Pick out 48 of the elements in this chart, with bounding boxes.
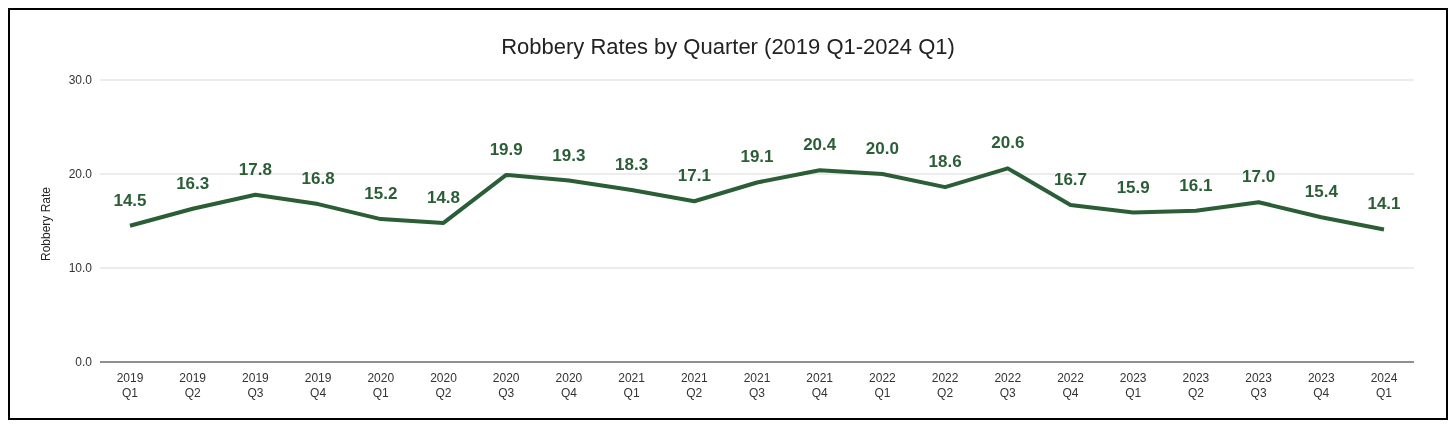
- data-label: 14.5: [113, 190, 147, 210]
- data-label: 17.0: [1242, 167, 1276, 187]
- data-label: 15.4: [1304, 182, 1339, 202]
- data-label: 20.4: [803, 135, 837, 155]
- x-tick-label: 2019 Q2: [179, 371, 207, 400]
- data-label: 16.7: [1053, 170, 1088, 190]
- data-label: 20.6: [991, 133, 1025, 153]
- data-label: 16.3: [176, 173, 210, 193]
- x-tick-label: 2021 Q2: [680, 371, 708, 400]
- data-label: 19.3: [552, 145, 586, 165]
- x-tick-label: 2023 Q4: [1307, 371, 1335, 400]
- data-label: 14.1: [1367, 194, 1401, 214]
- data-label: 17.1: [677, 166, 711, 186]
- x-tick-label: 2020 Q4: [555, 371, 583, 400]
- data-label: 19.9: [489, 139, 523, 159]
- y-tick-label: 0.0: [75, 355, 93, 370]
- x-tick-label: 2022 Q4: [1057, 371, 1085, 400]
- data-label: 14.8: [426, 187, 461, 207]
- data-label: 19.1: [740, 147, 774, 167]
- y-tick-label: 20.0: [68, 167, 93, 182]
- data-label: 15.9: [1116, 177, 1150, 197]
- y-axis-title: Robbery Rate: [39, 186, 54, 261]
- data-label: 16.1: [1179, 175, 1213, 195]
- x-tick-label: 2020 Q3: [492, 371, 520, 400]
- y-tick-label: 10.0: [68, 261, 93, 276]
- y-tick-label: 30.0: [68, 73, 93, 88]
- x-tick-label: 2021 Q3: [743, 371, 771, 400]
- x-tick-label: 2019 Q1: [116, 371, 144, 400]
- x-tick-label: 2019 Q4: [304, 371, 332, 400]
- data-label: 15.2: [364, 184, 398, 204]
- data-label: 18.6: [928, 152, 962, 172]
- x-tick-label: 2023 Q3: [1245, 371, 1273, 400]
- data-label: 20.0: [865, 139, 899, 158]
- x-tick-label: 2024 Q1: [1370, 371, 1398, 400]
- x-tick-label: 2021 Q1: [618, 371, 646, 400]
- x-tick-label: 2022 Q2: [931, 371, 959, 400]
- x-tick-label: 2023 Q1: [1119, 371, 1147, 400]
- x-tick-label: 2019 Q3: [242, 371, 270, 400]
- x-tick-label: 2022 Q1: [869, 371, 897, 400]
- x-tick-label: 2022 Q3: [994, 371, 1022, 400]
- x-tick-label: 2020 Q1: [367, 371, 395, 400]
- x-tick-label: 2020 Q2: [430, 371, 458, 400]
- data-label: 17.8: [238, 159, 272, 179]
- data-label: 18.3: [615, 154, 649, 174]
- chart-title: Robbery Rates by Quarter (2019 Q1-2024 Q1): [500, 34, 956, 60]
- data-label: 16.8: [301, 169, 335, 189]
- x-tick-label: 2023 Q2: [1182, 371, 1210, 400]
- x-tick-label: 2021 Q4: [806, 371, 834, 400]
